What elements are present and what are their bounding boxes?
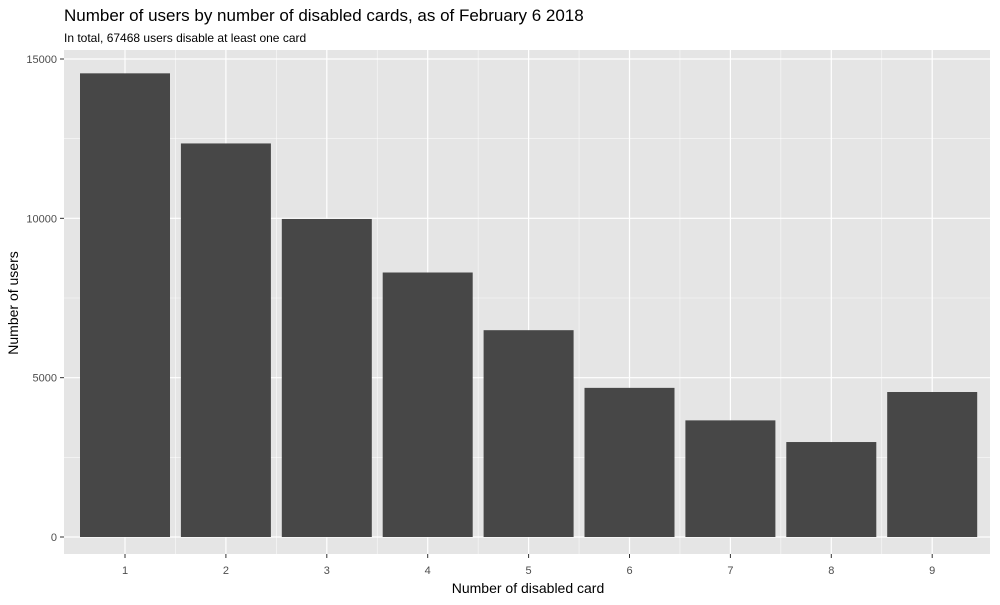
bar-5: [483, 330, 574, 537]
y-axis: 0 5000 10000 15000: [26, 54, 64, 544]
x-tick-label: 9: [929, 565, 935, 577]
bar-7: [685, 420, 776, 537]
chart-title: Number of users by number of disabled ca…: [64, 6, 584, 25]
x-tick-label: 5: [526, 565, 532, 577]
bar-2: [180, 143, 271, 538]
x-tick-label: 2: [223, 565, 229, 577]
y-tick-label: 15000: [26, 54, 57, 66]
bar-4: [382, 272, 473, 537]
x-tick-label: 7: [727, 565, 733, 577]
x-tick-label: 8: [828, 565, 834, 577]
x-tick-label: 3: [324, 565, 330, 577]
x-tick-label: 1: [122, 565, 128, 577]
bar-8: [786, 442, 877, 537]
x-axis: 1 2 3 4 5 6 7 8 9: [122, 554, 935, 577]
x-axis-label: Number of disabled card: [452, 580, 605, 596]
bar-3: [281, 218, 372, 537]
y-tick-label: 0: [51, 532, 57, 544]
x-tick-label: 4: [425, 565, 431, 577]
y-axis-label: Number of users: [5, 251, 21, 354]
y-tick-label: 10000: [26, 213, 57, 225]
bars: [80, 73, 978, 538]
bar-1: [80, 73, 170, 537]
chart-subtitle: In total, 67468 users disable at least o…: [64, 31, 306, 45]
x-tick-label: 6: [626, 565, 632, 577]
bar-9: [887, 392, 978, 537]
bar-6: [584, 387, 675, 537]
y-tick-label: 5000: [33, 373, 57, 385]
